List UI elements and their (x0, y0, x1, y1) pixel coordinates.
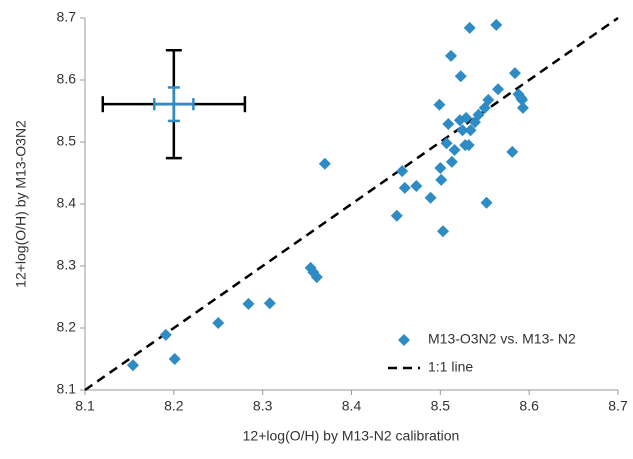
data-point (168, 353, 181, 365)
y-tick-label: 8.2 (57, 319, 77, 335)
data-point (462, 139, 475, 152)
x-tick-label: 8.7 (608, 398, 628, 414)
data-point (464, 124, 477, 137)
x-tick-label: 8.6 (519, 398, 539, 414)
x-tick-label: 8.1 (75, 398, 95, 414)
legend-label: M13-O3N2 vs. M13- N2 (428, 331, 576, 347)
legend-marker (398, 334, 410, 346)
data-point (410, 180, 423, 193)
x-tick-label: 8.3 (253, 398, 273, 414)
y-tick-label: 8.7 (57, 9, 77, 25)
legend-label: 1:1 line (428, 359, 473, 375)
data-point (440, 137, 453, 150)
data-point (434, 162, 447, 175)
data-point (433, 98, 446, 111)
data-point (492, 83, 505, 96)
y-tick-label: 8.6 (57, 71, 77, 87)
data-point (508, 67, 521, 80)
data-point (444, 49, 457, 62)
data-point (456, 124, 469, 137)
data-point (212, 317, 225, 330)
y-tick-label: 8.4 (57, 195, 77, 211)
data-point (126, 359, 139, 372)
y-tick-label: 8.1 (57, 381, 77, 397)
y-tick-label: 8.3 (57, 257, 77, 273)
data-point (480, 196, 493, 209)
data-point (396, 165, 409, 178)
data-point (482, 93, 495, 106)
y-axis-label: 12+log(O/H) by M13-O3N2 (13, 120, 29, 288)
x-tick-label: 8.4 (342, 398, 362, 414)
data-point (472, 108, 485, 121)
data-point (398, 181, 411, 194)
data-point (463, 21, 476, 34)
data-point (242, 297, 255, 310)
data-point (516, 101, 529, 114)
data-point (159, 328, 172, 341)
data-point (436, 225, 449, 238)
data-point (318, 157, 331, 170)
data-point (506, 145, 519, 158)
x-axis-label: 12+log(O/H) by M13-N2 calibration (243, 428, 460, 444)
x-tick-label: 8.2 (164, 398, 184, 414)
data-point (445, 155, 458, 168)
data-point (263, 297, 276, 310)
data-point (454, 70, 467, 83)
data-point (310, 271, 323, 284)
data-point (460, 111, 473, 124)
data-point (424, 191, 437, 204)
data-point (390, 209, 403, 222)
data-point (448, 144, 461, 157)
x-tick-label: 8.5 (431, 398, 451, 414)
data-point (490, 18, 503, 31)
data-point (435, 173, 448, 186)
y-tick-label: 8.5 (57, 133, 77, 149)
data-point (442, 118, 455, 131)
data-point (516, 93, 529, 106)
reference-line (84, 16, 619, 392)
